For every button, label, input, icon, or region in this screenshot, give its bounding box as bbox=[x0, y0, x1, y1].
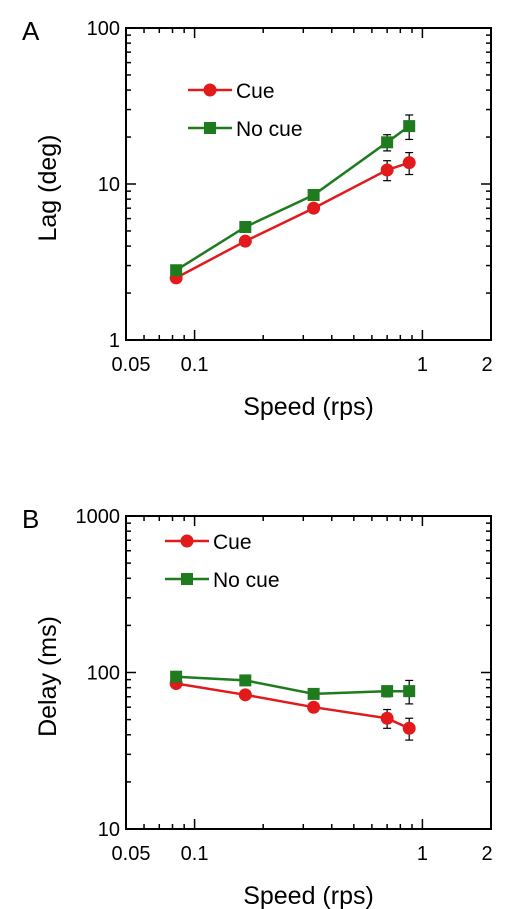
y-tick-label: 1000 bbox=[76, 506, 121, 528]
data-point bbox=[381, 685, 394, 698]
y-tick-label: 10 bbox=[98, 174, 120, 196]
series-no-cue bbox=[170, 114, 416, 277]
data-point bbox=[307, 201, 321, 215]
x-tick-label: 0.05 bbox=[112, 354, 151, 376]
y-tick-label: 10 bbox=[98, 819, 120, 841]
series-cue bbox=[169, 151, 416, 285]
data-point bbox=[307, 189, 320, 202]
x-tick-label: 1 bbox=[417, 843, 428, 865]
y-tick-label: 100 bbox=[87, 18, 120, 40]
legend-marker bbox=[203, 83, 217, 97]
series-line bbox=[175, 161, 410, 280]
plot-frame bbox=[125, 27, 492, 341]
legend-label: No cue bbox=[213, 569, 280, 592]
panel-label: A bbox=[22, 16, 40, 46]
series-cue bbox=[169, 677, 416, 741]
data-point bbox=[170, 264, 183, 277]
legend-marker bbox=[204, 122, 216, 134]
chart-panel-a: A 0.05 0.1 1 2 1 10 100 Speed (rps) Lag (deg) Cue N… bbox=[22, 16, 493, 421]
data-point bbox=[238, 234, 252, 248]
legend-marker bbox=[181, 573, 193, 585]
x-tick-label: 2 bbox=[481, 843, 492, 865]
legend-label: Cue bbox=[213, 531, 252, 554]
x-tick-label: 2 bbox=[481, 354, 492, 376]
y-tick-label: 1 bbox=[109, 330, 120, 352]
data-point bbox=[307, 700, 321, 714]
data-point bbox=[380, 163, 394, 177]
x-axis-title: Speed (rps) bbox=[243, 882, 374, 909]
data-point bbox=[402, 721, 416, 735]
data-point bbox=[403, 120, 416, 133]
chart-panel-b: B 0.05 0.1 1 2 10 100 1000 Speed (rps) Delay (ms)… bbox=[22, 504, 493, 909]
y-axis-title: Delay (ms) bbox=[34, 616, 62, 737]
series-line bbox=[176, 675, 410, 696]
x-tick-label: 0.1 bbox=[181, 843, 209, 865]
data-point bbox=[307, 687, 320, 700]
x-tick-label: 1 bbox=[417, 354, 428, 376]
legend-label: No cue bbox=[236, 118, 303, 141]
series-line bbox=[175, 125, 410, 272]
series-no-cue bbox=[170, 670, 416, 705]
data-point bbox=[238, 688, 252, 702]
data-point bbox=[402, 156, 416, 170]
y-axis-title: Lag (deg) bbox=[34, 134, 62, 241]
data-point bbox=[170, 670, 183, 683]
y-tick-label: 100 bbox=[87, 663, 120, 685]
x-axis-title: Speed (rps) bbox=[243, 393, 374, 421]
x-tick-label: 0.05 bbox=[112, 843, 151, 865]
x-tick-label: 0.1 bbox=[181, 354, 209, 376]
data-point bbox=[403, 685, 416, 698]
legend-marker bbox=[180, 534, 194, 548]
panel-label: B bbox=[22, 504, 39, 534]
data-point bbox=[239, 674, 252, 687]
legend-label: Cue bbox=[236, 80, 275, 103]
legend: Cue No cue bbox=[188, 80, 303, 141]
data-point bbox=[381, 136, 394, 149]
data-point bbox=[380, 711, 394, 725]
data-point bbox=[239, 221, 252, 234]
legend: Cue No cue bbox=[165, 531, 280, 592]
